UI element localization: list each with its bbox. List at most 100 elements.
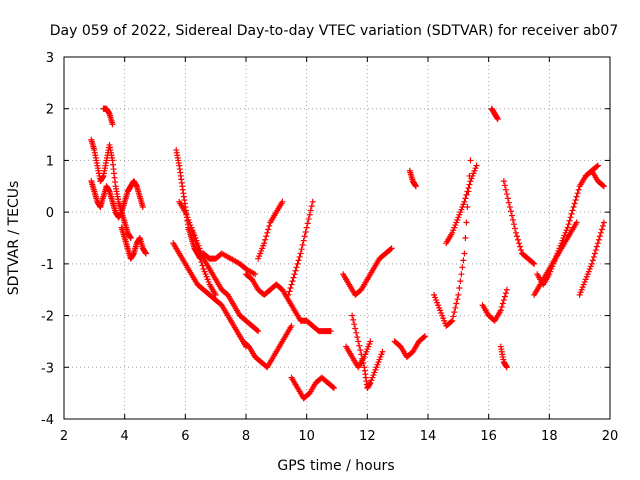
data-point-marker <box>506 203 513 210</box>
series-arc-28 <box>582 167 607 190</box>
data-point-marker <box>597 229 604 236</box>
data-point-marker <box>289 278 296 285</box>
data-point-marker <box>595 236 602 243</box>
data-point-marker <box>329 384 336 391</box>
data-point-marker <box>350 316 357 323</box>
data-point-marker <box>503 286 510 293</box>
data-point-marker <box>600 183 607 190</box>
data-point-marker <box>511 225 518 232</box>
data-point-marker <box>450 313 457 320</box>
data-point-marker <box>356 342 363 349</box>
data-point-marker <box>266 222 273 229</box>
data-point-marker <box>291 271 298 278</box>
data-point-marker <box>285 291 292 298</box>
data-point-marker <box>449 317 456 324</box>
data-point-marker <box>592 247 599 254</box>
data-points <box>88 105 607 402</box>
data-point-marker <box>531 260 538 267</box>
data-point-marker <box>508 212 515 219</box>
data-point-marker <box>463 219 470 226</box>
data-point-marker <box>306 211 313 218</box>
data-point-marker <box>263 233 270 240</box>
data-point-marker <box>448 318 455 325</box>
data-point-marker <box>287 284 294 291</box>
data-point-marker <box>192 238 199 245</box>
data-point-marker <box>501 182 508 189</box>
y-tick-label: -2 <box>41 310 54 325</box>
data-point-marker <box>502 186 509 193</box>
data-point-marker <box>599 222 606 229</box>
data-point-marker <box>565 221 572 228</box>
data-point-marker <box>598 226 605 233</box>
data-point-marker <box>357 347 364 354</box>
y-tick-label: -4 <box>41 413 54 428</box>
data-point-marker <box>456 284 463 291</box>
x-tick-label: 20 <box>602 429 619 444</box>
y-tick-label: 2 <box>46 103 54 118</box>
data-point-marker <box>459 264 466 271</box>
data-point-marker <box>367 338 374 345</box>
series-arc-9 <box>243 271 334 335</box>
data-point-marker <box>596 233 603 240</box>
y-tick-label: 3 <box>46 51 54 66</box>
data-point-marker <box>139 203 146 210</box>
y-tick-label: 0 <box>46 206 54 221</box>
data-point-marker <box>109 121 116 128</box>
series-arc-20 <box>443 162 480 247</box>
data-point-marker <box>570 203 577 210</box>
data-point-marker <box>509 216 516 223</box>
data-point-marker <box>330 384 337 391</box>
x-tick-label: 14 <box>420 429 437 444</box>
series-arc-19 <box>431 157 474 329</box>
data-point-marker <box>327 328 334 335</box>
data-point-marker <box>462 235 469 241</box>
data-point-marker <box>599 182 606 189</box>
data-point-marker <box>298 246 305 253</box>
data-point-marker <box>566 217 573 224</box>
data-point-marker <box>262 236 269 243</box>
series-arc-16 <box>343 338 374 371</box>
data-point-marker <box>593 243 600 250</box>
data-point-marker <box>307 207 314 214</box>
series-arc-2 <box>88 178 146 221</box>
data-point-marker <box>505 199 512 206</box>
data-point-marker <box>264 229 271 236</box>
data-point-marker <box>503 364 510 371</box>
data-point-marker <box>517 243 524 250</box>
data-point-marker <box>516 240 522 247</box>
data-point-marker <box>600 219 607 226</box>
data-point-marker <box>387 246 394 253</box>
data-point-marker <box>467 157 474 164</box>
data-point-marker <box>593 163 600 170</box>
data-point-marker <box>191 235 198 241</box>
data-point-marker <box>265 226 272 233</box>
data-point-marker <box>594 162 601 169</box>
x-tick-label: 8 <box>242 429 250 444</box>
data-point-marker <box>453 300 460 307</box>
data-point-marker <box>188 224 195 231</box>
data-point-marker <box>568 210 575 217</box>
data-point-marker <box>510 221 517 228</box>
data-point-marker <box>300 237 307 244</box>
data-point-marker <box>255 328 262 335</box>
data-point-marker <box>195 248 202 255</box>
data-point-marker <box>295 257 302 264</box>
data-point-marker <box>127 235 134 241</box>
data-point-marker <box>530 259 537 266</box>
series-arc-13 <box>288 374 337 402</box>
data-point-marker <box>142 250 149 257</box>
data-point-marker <box>290 274 297 281</box>
series-arc-11 <box>255 198 286 262</box>
y-tick-label: -3 <box>41 361 54 376</box>
data-point-marker <box>288 322 295 329</box>
data-point-marker <box>352 325 359 332</box>
series-arc-7 <box>188 224 262 335</box>
data-point-marker <box>594 240 601 247</box>
data-point-marker <box>462 195 469 202</box>
data-point-marker <box>497 307 504 314</box>
data-point-marker <box>571 200 578 207</box>
data-point-marker <box>304 220 311 227</box>
data-point-marker <box>494 116 501 123</box>
x-axis-ticks: 2 4 6 8 10 12 14 16 18 20 <box>60 57 618 444</box>
